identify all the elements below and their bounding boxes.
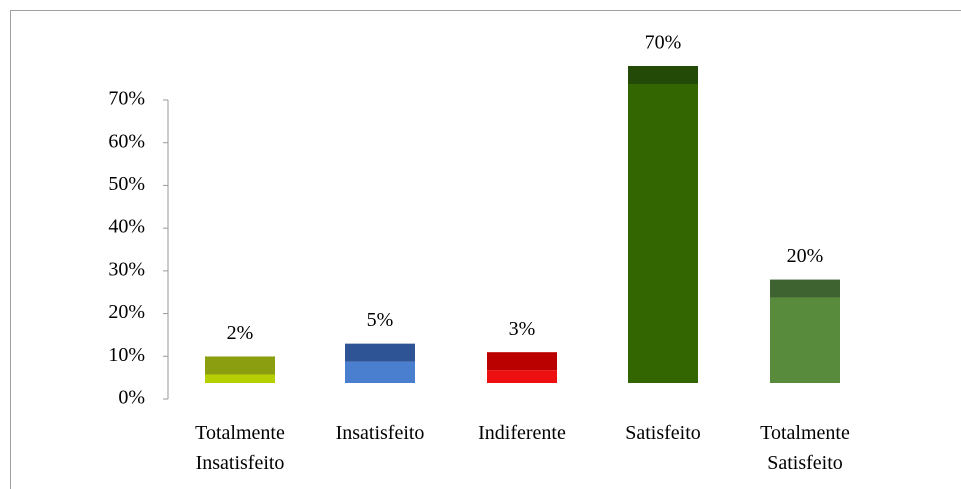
bar	[345, 361, 415, 383]
y-tick-label: 0%	[118, 387, 145, 409]
bar	[770, 297, 840, 383]
bar-top	[487, 352, 557, 371]
y-tick-label: 60%	[108, 130, 145, 152]
value-label: 70%	[645, 32, 682, 54]
value-label: 2%	[227, 322, 254, 344]
bar	[205, 374, 275, 383]
y-tick-label: 30%	[108, 258, 145, 280]
bar-top	[770, 279, 840, 298]
bar	[628, 84, 698, 383]
x-tick-label: Totalmente Insatisfeito	[195, 422, 285, 474]
y-tick-label: 10%	[108, 344, 145, 366]
value-label: 3%	[509, 318, 536, 340]
value-label: 20%	[787, 245, 824, 267]
bar-top	[628, 66, 698, 84]
y-tick-label: 50%	[108, 173, 145, 195]
x-tick-label: Insatisfeito	[336, 422, 425, 444]
y-tick-label: 70%	[108, 88, 145, 110]
y-tick-label: 40%	[108, 216, 145, 238]
bar	[487, 370, 557, 383]
y-tick-label: 20%	[108, 301, 145, 323]
x-tick-label: Indiferente	[478, 422, 566, 444]
x-tick-label: Totalmente Satisfeito	[760, 422, 850, 474]
bar-top	[205, 356, 275, 375]
chart-frame	[10, 10, 961, 489]
value-label: 5%	[367, 309, 394, 331]
x-tick-label: Satisfeito	[625, 422, 701, 444]
bar-top	[345, 343, 415, 362]
